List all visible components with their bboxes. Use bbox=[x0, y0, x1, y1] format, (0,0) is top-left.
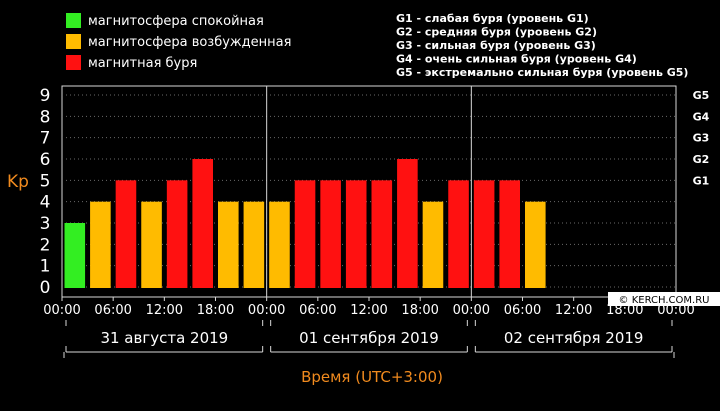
day-labels: 31 августа 2019 01 сентября 2019 02 сентяб… bbox=[63, 320, 675, 358]
x-tick-label: 00:00 bbox=[657, 303, 694, 318]
y-tick-label: 4 bbox=[40, 193, 51, 213]
x-tick-label: 00:00 bbox=[43, 303, 80, 318]
g-scale-label: G4 bbox=[693, 110, 710, 123]
g-scale-label: G1 bbox=[693, 174, 710, 187]
kp-bar bbox=[525, 201, 546, 288]
x-tick-label: 06:00 bbox=[504, 303, 541, 318]
x-tick-label: 12:00 bbox=[350, 303, 387, 318]
kp-bar bbox=[320, 180, 341, 288]
kp-bar bbox=[448, 180, 469, 288]
y-tick-label: 5 bbox=[40, 171, 51, 191]
kp-bar bbox=[115, 180, 137, 288]
day-bracket bbox=[474, 320, 673, 353]
x-tick-label: 18:00 bbox=[401, 303, 438, 318]
axis-bracket bbox=[63, 352, 675, 358]
x-tick-label: 06:00 bbox=[299, 303, 336, 318]
plot-area bbox=[61, 85, 677, 298]
kp-bar bbox=[90, 201, 111, 288]
g-description: G5 - экстремально сильная буря (уровень … bbox=[396, 66, 688, 79]
kp-bar bbox=[422, 201, 444, 288]
kp-bar bbox=[294, 180, 316, 288]
g-scale-label: G3 bbox=[693, 132, 710, 145]
g-description: G1 - слабая буря (уровень G1) bbox=[396, 12, 589, 25]
watermark: © KERCH.COM.RU bbox=[608, 292, 720, 306]
x-tick-label: 00:00 bbox=[248, 303, 285, 318]
kp-bar bbox=[192, 159, 213, 288]
y-tick-label: 2 bbox=[40, 235, 51, 255]
x-axis: 00:00 06:00 12:00 18:00 00:00 06:00 12:00 18:00… bbox=[43, 297, 695, 318]
y-tick-label: 3 bbox=[40, 214, 51, 234]
grid bbox=[62, 86, 676, 297]
legend: магнитосфера спокойная магнитосфера возбу… bbox=[66, 13, 291, 71]
g-description: G2 - средняя буря (уровень G2) bbox=[396, 26, 597, 39]
legend-label: магнитосфера спокойная bbox=[88, 14, 264, 29]
kp-bar bbox=[243, 201, 265, 288]
y-tick-label: 1 bbox=[40, 257, 51, 277]
kp-bar bbox=[499, 180, 520, 288]
y-tick-label: 7 bbox=[40, 129, 51, 149]
day-label: 01 сентября 2019 bbox=[299, 329, 439, 347]
y-tick-label: 8 bbox=[40, 107, 51, 127]
kp-bar bbox=[397, 159, 418, 288]
legend-swatch bbox=[66, 13, 81, 28]
kp-bar bbox=[345, 180, 367, 288]
x-tick-label: 18:00 bbox=[197, 303, 234, 318]
y-tick-label: 6 bbox=[40, 150, 51, 170]
day-label: 02 сентября 2019 bbox=[504, 329, 644, 347]
kp-bar bbox=[218, 201, 239, 288]
g-scale-descriptions: G1 - слабая буря (уровень G1)G2 - средня… bbox=[396, 12, 688, 79]
y-tick-label: 9 bbox=[40, 86, 51, 106]
kp-bar bbox=[269, 201, 290, 288]
legend-label: магнитосфера возбужденная bbox=[88, 35, 291, 50]
legend-swatch bbox=[66, 34, 81, 49]
bars bbox=[64, 159, 546, 288]
y-tick-label: 0 bbox=[40, 278, 51, 298]
kp-bar bbox=[473, 180, 495, 288]
kp-bar bbox=[371, 180, 393, 288]
day-bracket bbox=[270, 320, 468, 353]
x-tick-label: 06:00 bbox=[94, 303, 131, 318]
g-description: G3 - сильная буря (уровень G3) bbox=[396, 39, 596, 52]
day-bracket bbox=[65, 320, 264, 353]
g-scale-axis: G1 G2 G3 G4 G5 bbox=[693, 89, 710, 187]
day-label: 31 августа 2019 bbox=[100, 329, 228, 347]
legend-swatch bbox=[66, 55, 81, 70]
kp-bar bbox=[166, 180, 188, 288]
g-description: G4 - очень сильная буря (уровень G4) bbox=[396, 53, 637, 66]
x-tick-label: 12:00 bbox=[146, 303, 183, 318]
x-axis-label: Время (UTC+3:00) bbox=[301, 368, 443, 386]
watermark-text: © KERCH.COM.RU bbox=[619, 295, 710, 306]
x-tick-label: 18:00 bbox=[606, 303, 643, 318]
x-tick-label: 12:00 bbox=[555, 303, 592, 318]
kp-bar bbox=[64, 223, 86, 288]
g-scale-label: G2 bbox=[693, 153, 710, 166]
kp-bar bbox=[141, 201, 162, 288]
y-axis-label: Kp bbox=[7, 172, 29, 192]
g-scale-label: G5 bbox=[693, 89, 710, 102]
legend-label: магнитная буря bbox=[88, 56, 197, 71]
x-tick-label: 00:00 bbox=[453, 303, 490, 318]
